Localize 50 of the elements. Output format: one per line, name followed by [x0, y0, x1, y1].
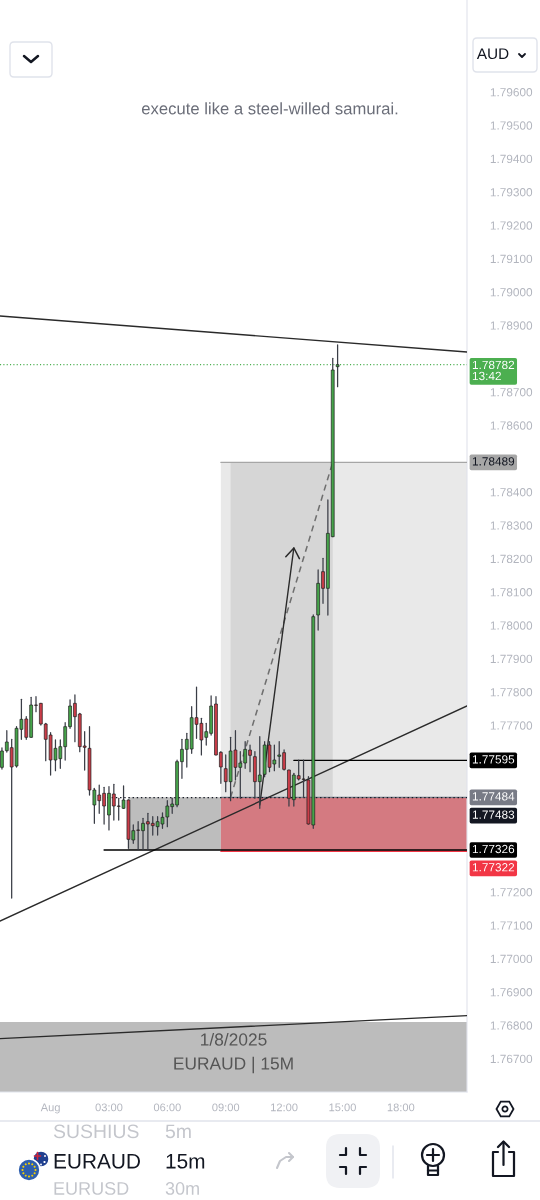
y-tick-label: 1.79400: [490, 154, 533, 164]
y-tick-label: 1.78600: [490, 421, 533, 430]
y-tick-label: 1.77000: [490, 954, 533, 964]
y-tick-label: 1.78100: [490, 588, 533, 597]
annotation: 1/8/2025: [201, 1032, 267, 1046]
y-tick-label: 1.79200: [490, 221, 533, 230]
text: EURUSD: [54, 1182, 129, 1195]
text: SUSHIUS: [53, 1124, 139, 1139]
annotation: EURAUD | 15M: [174, 1056, 293, 1074]
text: execute like a steel-willed samurai.: [141, 102, 398, 115]
data-label: 1.78489: [472, 457, 515, 466]
y-tick-label: 1.77800: [490, 688, 533, 697]
x-tick-label: Aug: [40, 1103, 60, 1114]
data-label: 1.77595: [472, 755, 515, 764]
text: 15m: [166, 1154, 205, 1169]
y-tick-label: 1.76800: [490, 1021, 533, 1030]
y-tick-label: 1.78400: [490, 488, 533, 497]
ref-line-label: 1.78782 13:42: [472, 360, 515, 381]
y-tick-label: 1.79600: [490, 88, 533, 97]
text: 5m: [165, 1124, 191, 1139]
x-tick-label: 06:00: [153, 1103, 181, 1112]
data-label: 1.77483: [472, 810, 515, 819]
candlestick: [277, 741, 282, 768]
x-tick-label: 12:00: [271, 1103, 298, 1112]
data-label: 1.77322: [472, 863, 515, 872]
y-tick-label: 1.76700: [490, 1054, 533, 1064]
text: 30m: [165, 1182, 199, 1195]
y-tick-label: 1.77200: [490, 888, 533, 897]
y-tick-label: 1.77100: [490, 921, 533, 930]
y-tick-label: 1.79500: [490, 121, 533, 130]
data-label: 1.77484: [472, 792, 515, 801]
x-tick-label: 15:00: [329, 1103, 356, 1112]
y-tick-label: 1.78700: [490, 388, 533, 397]
y-tick-label: 1.78300: [490, 521, 533, 530]
y-tick-label: 1.78000: [490, 621, 533, 630]
y-tick-label: 1.76900: [490, 988, 533, 997]
y-tick-label: 1.79300: [490, 188, 533, 197]
x-tick-label: 18:00: [387, 1103, 415, 1112]
x-tick-label: 03:00: [95, 1103, 123, 1112]
y-tick-label: 1.79000: [490, 288, 533, 297]
y-axis-title: AUD: [476, 48, 509, 60]
y-tick-label: 1.78200: [490, 554, 533, 564]
data-label: 1.77326: [472, 844, 515, 854]
y-tick-label: 1.79100: [490, 254, 533, 264]
y-tick-label: 1.77700: [490, 721, 533, 730]
y-tick-label: 1.78900: [490, 321, 533, 330]
text: EURAUD: [54, 1154, 140, 1169]
candlestick: [267, 741, 272, 773]
y-tick-label: 1.77900: [490, 654, 533, 664]
x-tick-label: 09:00: [212, 1103, 240, 1112]
